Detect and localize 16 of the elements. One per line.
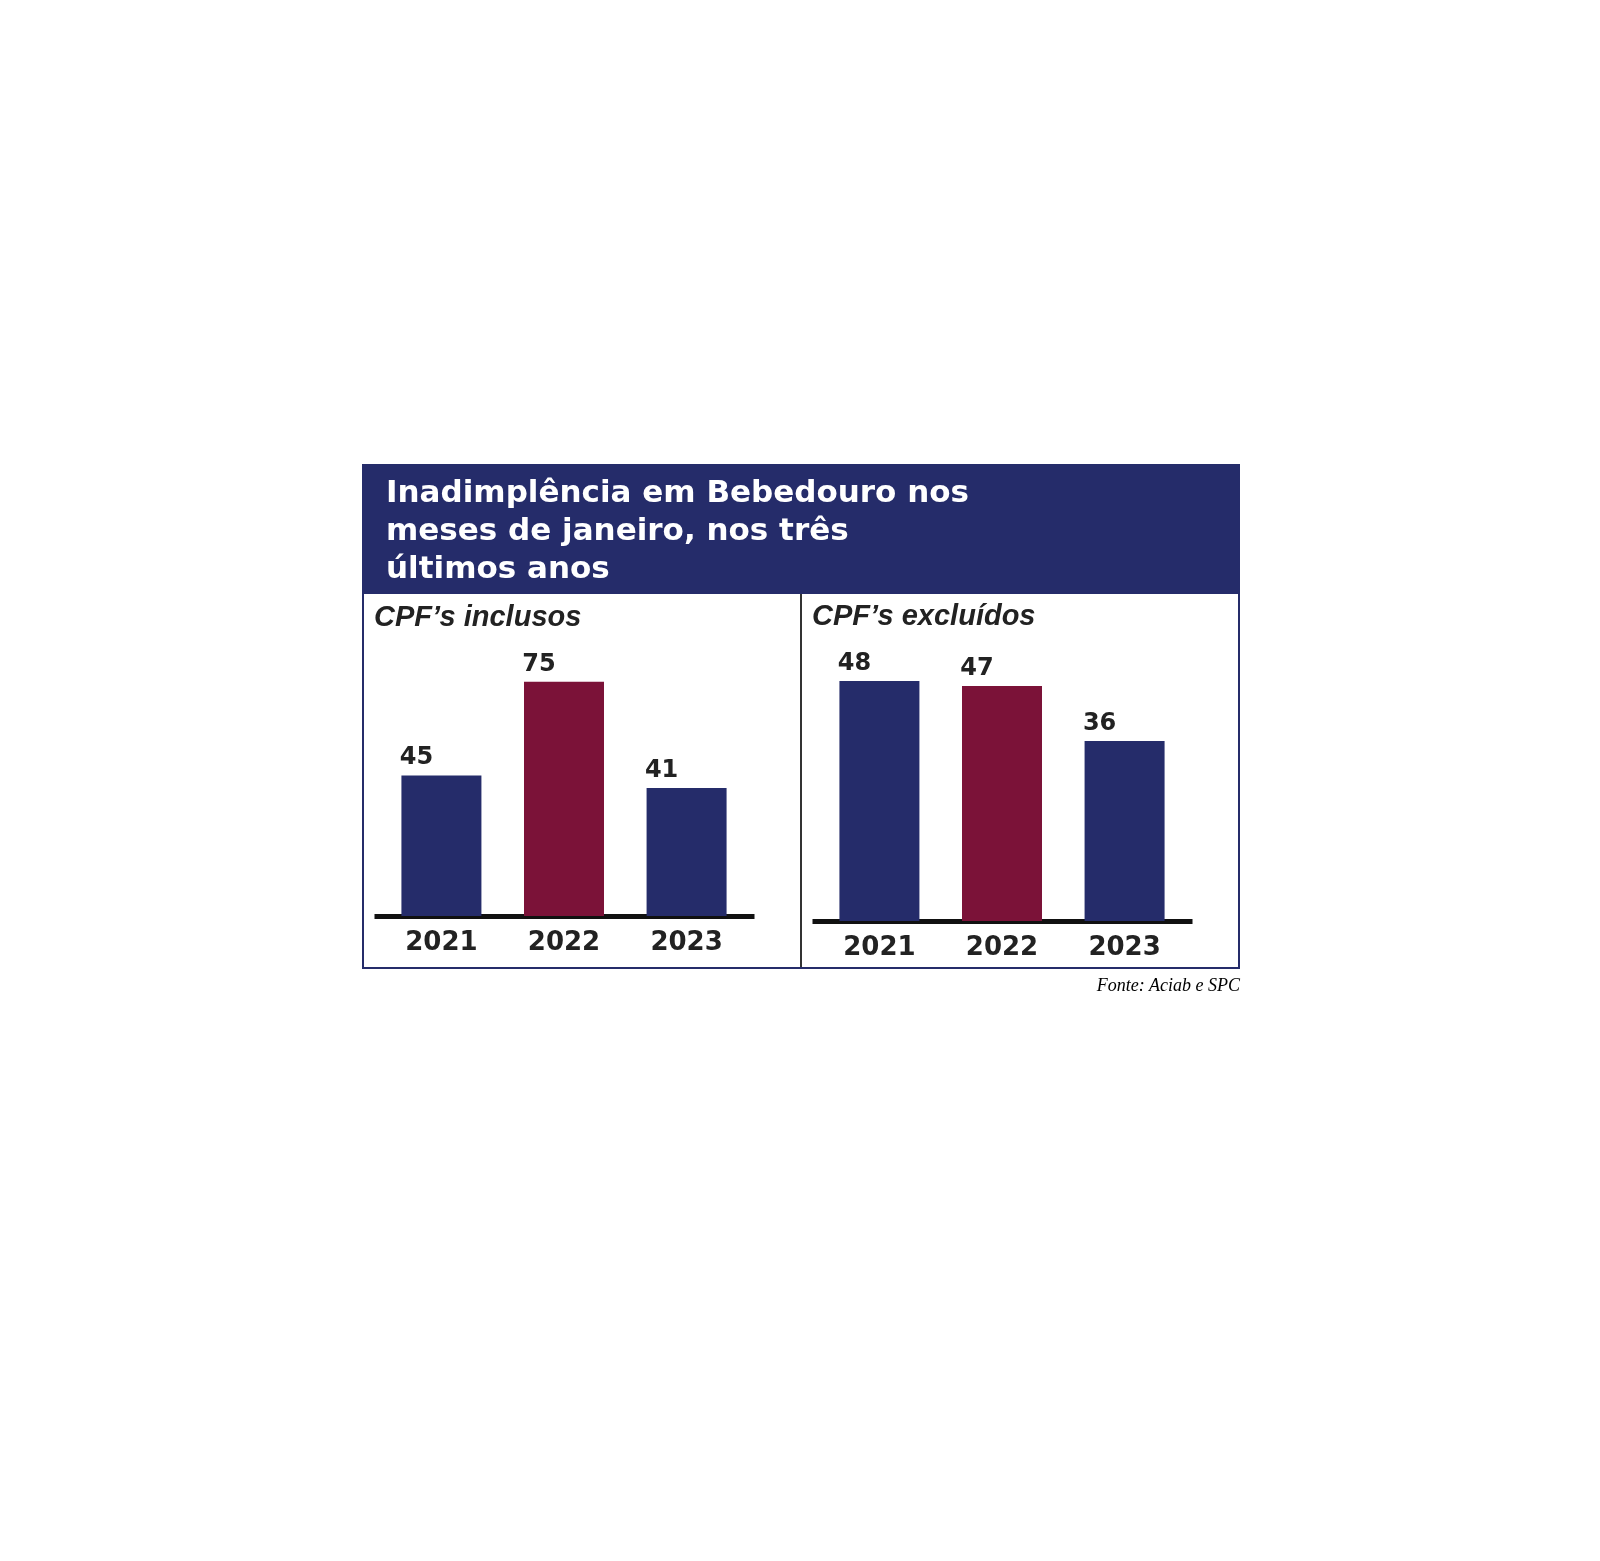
data-label: 36 xyxy=(1082,708,1117,736)
x-tick-label: 2021 xyxy=(405,925,478,956)
chart-subtitle: CPF’s excluídos xyxy=(812,599,1036,631)
data-label: 45 xyxy=(399,742,434,771)
x-tick-label: 2021 xyxy=(843,930,916,961)
x-tick-label: 2022 xyxy=(965,930,1039,961)
source-note: Fonte: Aciab e SPC xyxy=(1095,975,1240,996)
chart-subtitle: CPF’s inclusos xyxy=(374,599,582,632)
data-label: 41 xyxy=(644,754,679,783)
data-label: 75 xyxy=(522,648,556,677)
x-tick-label: 2023 xyxy=(1088,930,1161,961)
x-tick-label: 2023 xyxy=(650,925,723,956)
data-label: 48 xyxy=(837,648,872,676)
x-tick-label: 2022 xyxy=(527,925,601,956)
data-label: 47 xyxy=(960,653,994,681)
chart-title: Inadimplência em Bebedouro nos meses de janeiro, nos três últimos anos xyxy=(364,466,1238,594)
